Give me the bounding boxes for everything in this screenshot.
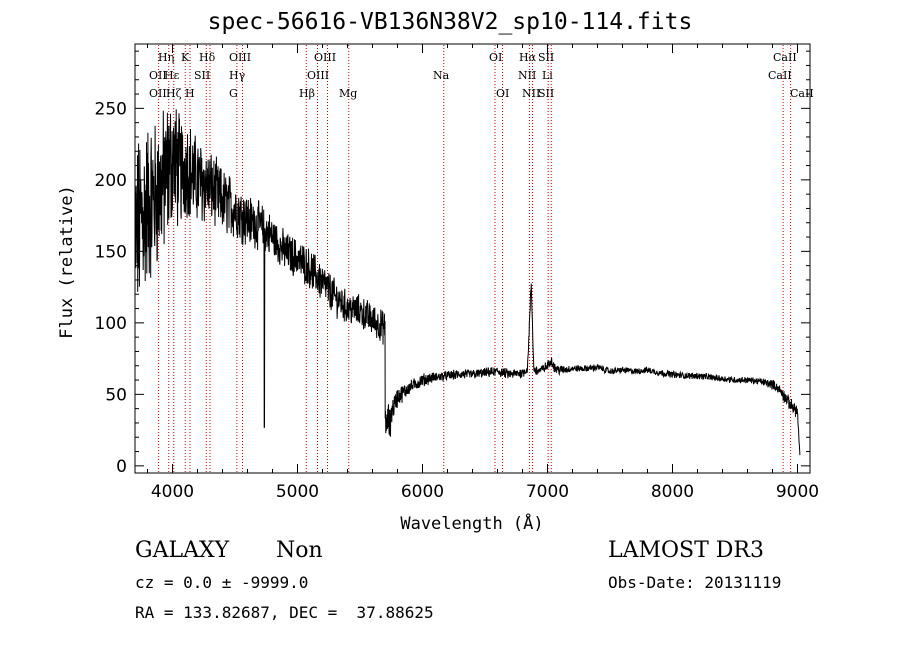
survey-name: LAMOST DR3 — [608, 538, 764, 563]
line-marker-label: SII — [538, 87, 554, 100]
x-tick-label: 5000 — [276, 482, 319, 502]
spectrum-series — [134, 109, 801, 456]
line-marker-label: G — [229, 87, 238, 100]
line-marker-label: Hζ — [166, 87, 182, 100]
line-marker-label: Na — [433, 69, 450, 82]
y-axis-label: Flux (relative) — [57, 185, 77, 339]
object-class: GALAXY — [135, 538, 230, 563]
object-subclass: Non — [276, 538, 323, 563]
line-marker-label: Mg — [339, 87, 357, 100]
line-marker-label: OIII — [229, 51, 251, 64]
x-tick-label: 4000 — [151, 482, 194, 502]
x-tick-label: 9000 — [776, 482, 819, 502]
line-marker-label: Hγ — [229, 69, 246, 82]
line-marker-label: Hα — [519, 51, 537, 64]
line-marker-label: Hη — [158, 51, 174, 64]
line-marker-label: Hδ — [199, 51, 216, 64]
obs-date: Obs-Date: 20131119 — [608, 573, 782, 592]
line-marker-label: Hε — [164, 69, 180, 82]
y-tick-label: 50 — [105, 385, 127, 405]
line-marker-label: H — [185, 87, 195, 100]
x-tick-label: 7000 — [526, 482, 569, 502]
line-marker-label: Hβ — [299, 87, 315, 100]
line-marker-label: Li — [542, 69, 553, 82]
line-marker-label: OIII — [314, 51, 336, 64]
y-tick-label: 250 — [95, 99, 127, 119]
line-marker-label: NII — [522, 87, 540, 100]
line-marker-label: NII — [518, 69, 536, 82]
line-marker-label: OIII — [307, 69, 329, 82]
line-marker-label: OII — [149, 87, 167, 100]
y-tick-label: 0 — [116, 457, 127, 477]
x-axis-label: Wavelength (Å) — [400, 512, 543, 534]
line-marker-label: OI — [489, 51, 502, 64]
y-axis-ticks: 0 50 100 150 200 250 — [95, 50, 810, 477]
chart-title: spec-56616-VB136N38V2_sp10-114.fits — [207, 9, 693, 35]
ra-dec: RA = 133.82687, DEC = 37.88625 — [135, 603, 434, 622]
y-tick-label: 100 — [95, 314, 127, 334]
redshift-line: cz = 0.0 ± -9999.0 — [135, 573, 309, 592]
line-marker-label: SII — [538, 51, 554, 64]
line-marker-label: OII — [149, 69, 167, 82]
y-tick-label: 200 — [95, 171, 127, 191]
line-marker-label: CaII — [790, 87, 814, 100]
y-tick-label: 150 — [95, 242, 127, 262]
x-axis-ticks: 4000 5000 6000 7000 8000 9000 — [147, 44, 819, 502]
spectrum-line — [134, 109, 801, 456]
x-tick-label: 8000 — [651, 482, 694, 502]
line-marker-label: OI — [496, 87, 509, 100]
line-marker-label: CaII — [773, 51, 797, 64]
line-marker-label: CaII — [768, 69, 792, 82]
line-marker-label: SII — [194, 69, 210, 82]
x-tick-label: 6000 — [401, 482, 444, 502]
line-marker-label: K — [181, 51, 190, 64]
